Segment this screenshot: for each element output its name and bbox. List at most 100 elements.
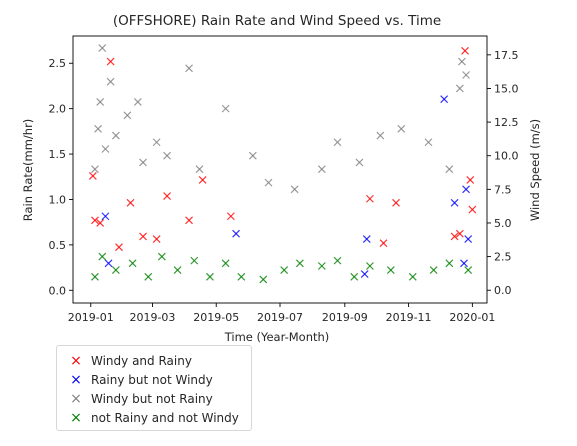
data-point — [455, 84, 464, 93]
y2-tick-label: 5.0 — [494, 217, 512, 230]
data-point — [221, 104, 230, 113]
data-point — [468, 205, 477, 214]
x-axis-label: Time (Year-Month) — [224, 330, 330, 344]
y-tick-label: 0.0 — [49, 284, 67, 297]
data-point — [206, 272, 214, 281]
data-point — [133, 97, 142, 106]
data-point — [429, 266, 438, 274]
data-point — [386, 266, 395, 274]
data-point — [355, 158, 364, 167]
data-point — [115, 243, 123, 252]
y2-axis-label: Wind Speed (m/s) — [528, 119, 542, 221]
data-point — [457, 57, 466, 66]
y2-tick-label: 17.5 — [494, 49, 519, 62]
data-point — [221, 259, 230, 268]
legend-item: × Windy but not Rainy — [65, 389, 251, 408]
data-point — [152, 138, 161, 147]
y-tick-label: 1.0 — [49, 193, 67, 206]
data-point — [462, 185, 471, 194]
data-point — [163, 151, 172, 160]
data-point — [128, 259, 137, 268]
data-point — [464, 266, 473, 274]
data-point — [466, 176, 475, 184]
data-point — [408, 272, 417, 281]
data-point — [365, 194, 374, 203]
data-point — [460, 259, 468, 268]
data-point — [152, 235, 161, 244]
data-point — [259, 275, 268, 284]
x-tick-label: 2019-07 — [257, 311, 303, 324]
y2-tick-label: 15.0 — [494, 82, 519, 95]
data-point — [101, 145, 110, 153]
data-point — [226, 212, 235, 221]
legend-item: × Rainy but not Windy — [65, 370, 251, 389]
data-point — [397, 124, 406, 133]
y2-tick-label: 2.5 — [494, 251, 512, 264]
x-tick-label: 2019-01 — [68, 311, 114, 324]
data-point — [445, 165, 454, 174]
data-point — [280, 266, 289, 274]
y-tick-label: 0.5 — [49, 239, 67, 252]
y2-tick-label: 10.0 — [494, 150, 519, 163]
x-tick-label: 2019-11 — [386, 311, 432, 324]
data-point — [91, 165, 99, 174]
data-point — [91, 216, 99, 225]
data-point — [333, 138, 342, 147]
data-point — [101, 212, 110, 221]
data-point — [163, 192, 172, 200]
data-point — [111, 131, 120, 140]
x-tick-label: 2019-05 — [193, 311, 239, 324]
data-point — [94, 124, 103, 133]
data-point — [317, 262, 326, 270]
data-point — [96, 97, 105, 106]
data-point — [333, 256, 342, 265]
x-tick-label: 2019-09 — [322, 311, 368, 324]
legend-label: Rainy but not Windy — [91, 372, 213, 387]
data-point — [237, 272, 246, 281]
legend-label: Windy and Rainy — [91, 353, 192, 368]
x-tick-label: 2019-03 — [129, 311, 175, 324]
legend: × Windy and Rainy × Rainy but not Windy … — [56, 345, 252, 431]
legend-label: not Rainy and not Windy — [91, 410, 239, 425]
data-point — [450, 232, 459, 241]
data-point — [424, 138, 433, 147]
y-axis-label: Rain Rate(mm/hr) — [21, 119, 35, 222]
data-point — [98, 44, 107, 53]
legend-item: × Windy and Rainy — [65, 351, 251, 370]
data-point — [365, 262, 374, 270]
data-point — [157, 252, 166, 261]
legend-marker-green: × — [70, 409, 82, 426]
data-point — [248, 151, 257, 160]
y2-tick-label: 7.5 — [494, 183, 512, 196]
data-point — [139, 232, 147, 241]
data-point — [464, 235, 473, 244]
data-point — [360, 270, 369, 279]
data-point — [139, 158, 147, 167]
data-point — [376, 131, 385, 140]
data-point — [455, 229, 464, 238]
data-point — [362, 235, 371, 244]
data-point — [379, 239, 388, 248]
chart-title: (OFFSHORE) Rain Rate and Wind Speed vs. … — [113, 13, 441, 29]
y2-tick-label: 0.0 — [494, 284, 512, 297]
legend-marker-blue: × — [70, 371, 82, 388]
data-point — [232, 229, 241, 238]
legend-marker-red: × — [70, 352, 82, 369]
data-point — [462, 71, 471, 79]
data-point — [185, 216, 193, 225]
data-point — [445, 259, 454, 268]
data-point — [88, 171, 97, 180]
data-point — [111, 266, 120, 274]
legend-item: × not Rainy and not Windy — [65, 408, 251, 427]
data-point — [461, 46, 469, 55]
points-layer — [88, 44, 477, 284]
data-point — [96, 219, 105, 227]
data-point — [91, 272, 99, 281]
data-point — [290, 185, 299, 194]
data-point — [450, 198, 459, 207]
data-point — [198, 176, 207, 184]
data-point — [295, 259, 304, 268]
data-point — [317, 165, 326, 174]
data-point — [195, 165, 204, 174]
data-point — [144, 272, 153, 281]
